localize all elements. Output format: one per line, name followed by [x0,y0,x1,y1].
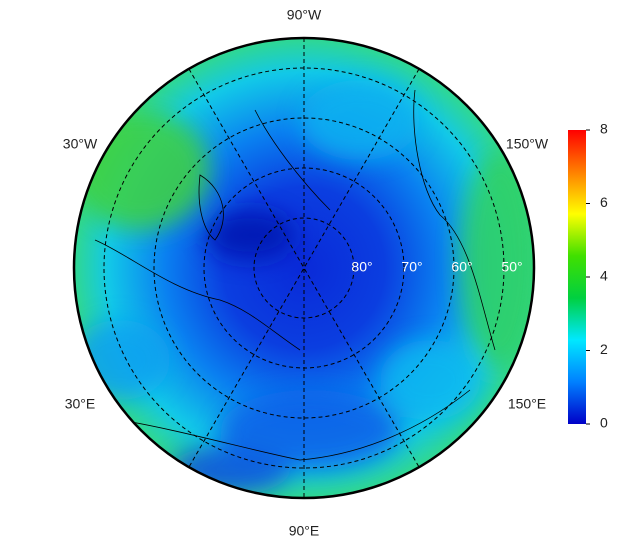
map-border [72,36,536,500]
longitude-label: 150°W [506,136,549,152]
longitude-label: 90°W [287,7,322,23]
colorbar-tick-label: 0 [600,415,608,431]
colorbar-tick-label: 2 [600,341,608,357]
colorbar [568,130,586,424]
longitude-label: 90°E [289,523,320,539]
latitude-label: 60° [451,259,472,275]
latitude-label: 50° [501,259,522,275]
latitude-label: 80° [351,259,372,275]
coastlines [94,89,496,461]
longitude-label: 30°W [63,136,98,152]
colorbar-tick-label: 6 [600,194,608,210]
longitude-label: 150°E [508,396,546,412]
latitude-label: 70° [401,259,422,275]
colorbar-tick-label: 8 [600,121,608,137]
longitude-label: 30°E [65,396,96,412]
graticule [103,38,505,498]
colorbar-tick-label: 4 [600,268,608,284]
